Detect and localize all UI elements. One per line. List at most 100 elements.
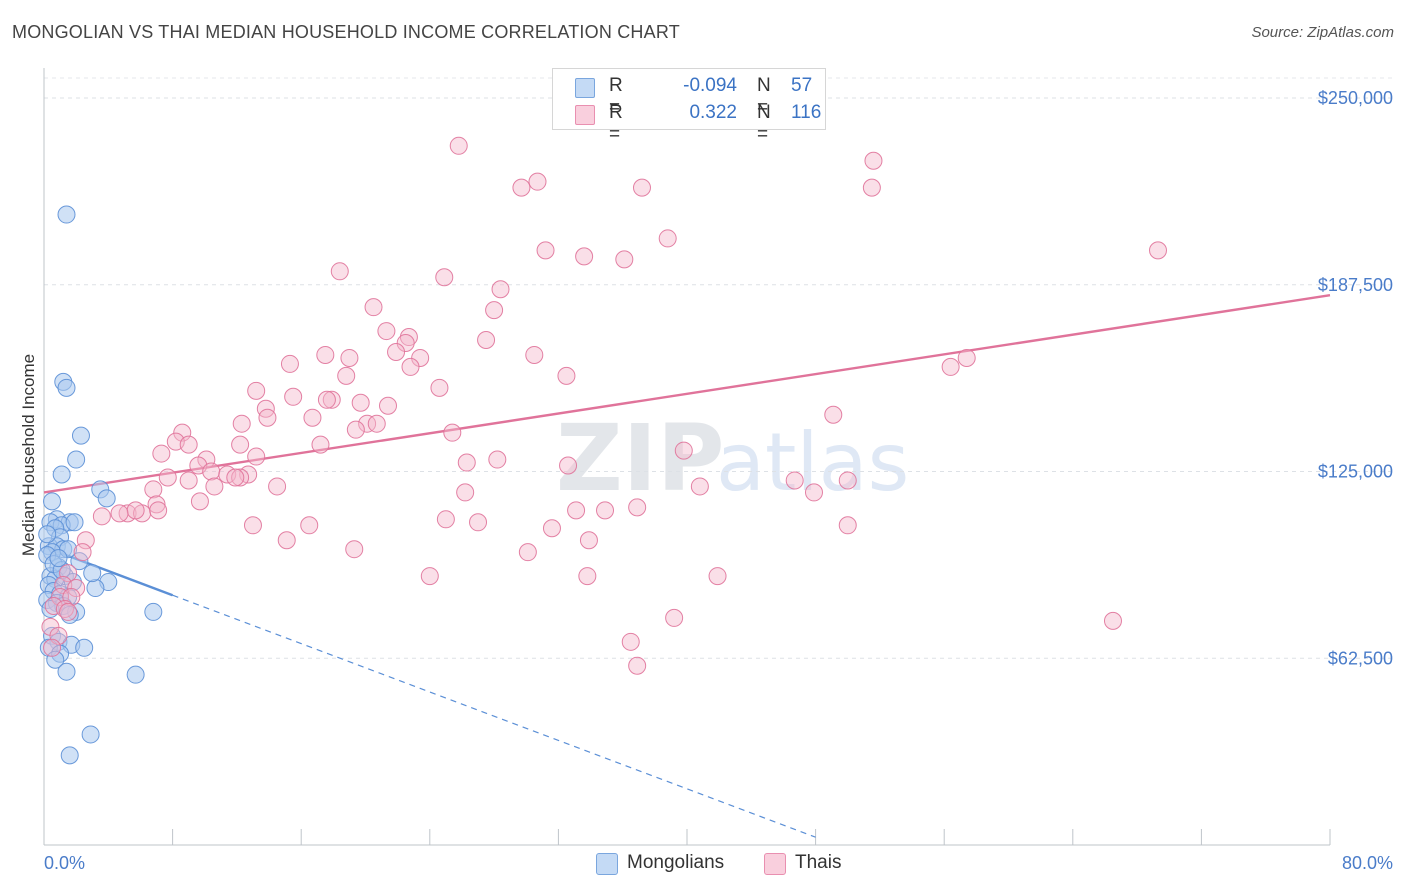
data-point — [804, 483, 823, 502]
data-point — [67, 450, 86, 469]
y-tick-label: $187,500 — [1318, 275, 1393, 295]
x-tick-label-min: 0.0% — [44, 853, 85, 873]
data-point — [435, 268, 454, 287]
data-point — [86, 579, 105, 598]
data-point — [337, 366, 356, 385]
data-point — [364, 298, 383, 317]
data-point — [824, 405, 843, 424]
data-point — [231, 435, 250, 454]
data-point — [379, 396, 398, 415]
data-point — [411, 348, 430, 367]
data-point — [144, 602, 163, 621]
watermark-atlas: atlas — [716, 416, 909, 509]
data-point — [330, 262, 349, 281]
y-axis-title: Median Household Income — [19, 354, 38, 556]
data-point — [57, 662, 76, 681]
data-point — [579, 531, 598, 550]
data-point — [665, 608, 684, 627]
legend-n-label: N = — [757, 75, 771, 118]
data-point — [144, 480, 163, 499]
data-point — [377, 322, 396, 341]
y-tick-label: $250,000 — [1318, 88, 1393, 108]
data-point — [43, 492, 62, 511]
axis-labels: $62,500 $125,000 $187,500 $250,000 0.0% 80.0%… — [19, 88, 1393, 873]
data-point — [311, 435, 330, 454]
data-point — [436, 510, 455, 529]
data-point — [1103, 611, 1122, 630]
data-point — [346, 420, 365, 439]
bottom-legend-label: Mongolians — [627, 852, 725, 873]
data-point — [345, 540, 364, 559]
series-thais — [41, 136, 1167, 675]
data-point — [457, 453, 476, 472]
data-point — [401, 357, 420, 376]
data-point — [81, 725, 100, 744]
data-point — [97, 489, 116, 508]
data-point — [485, 301, 504, 320]
data-point — [226, 468, 245, 487]
data-point — [46, 650, 65, 669]
data-point — [358, 414, 377, 433]
data-point — [488, 450, 507, 469]
data-point — [862, 178, 881, 197]
y-tick-label: $62,500 — [1328, 648, 1393, 668]
data-point — [247, 447, 266, 466]
data-point — [396, 334, 415, 353]
data-point — [158, 468, 177, 487]
data-point — [38, 525, 57, 544]
data-point — [317, 390, 336, 409]
data-point — [126, 665, 145, 684]
data-point — [247, 381, 266, 400]
axes — [43, 68, 1331, 846]
data-point — [621, 632, 640, 651]
data-point — [674, 441, 693, 460]
data-point — [268, 477, 287, 496]
data-point — [83, 564, 102, 583]
data-point — [596, 501, 615, 520]
data-point — [59, 564, 78, 583]
data-point — [67, 579, 86, 598]
data-point — [284, 387, 303, 406]
data-point — [179, 435, 198, 454]
data-point — [658, 229, 677, 248]
data-point — [316, 345, 335, 364]
watermark: ZIP atlas — [556, 405, 909, 512]
data-point — [126, 501, 145, 520]
data-point — [49, 626, 68, 645]
trend-line-extension — [172, 594, 816, 838]
data-point — [300, 516, 319, 535]
data-point — [559, 456, 578, 475]
data-point — [430, 378, 449, 397]
data-point — [578, 567, 597, 586]
data-point — [190, 492, 209, 511]
data-point — [387, 342, 406, 361]
data-point — [690, 477, 709, 496]
data-point — [575, 247, 594, 266]
data-point — [43, 638, 62, 657]
data-point — [941, 357, 960, 376]
data-point — [62, 587, 81, 606]
data-point — [864, 151, 883, 170]
data-point — [477, 331, 496, 350]
data-point — [420, 567, 439, 586]
legend-n-value: 57 — [791, 75, 813, 96]
data-point — [232, 414, 251, 433]
data-point — [202, 462, 221, 481]
data-point — [149, 501, 168, 520]
data-point — [838, 471, 857, 490]
data-point — [469, 513, 488, 532]
data-point — [525, 345, 544, 364]
legend-swatch-mongolians — [575, 78, 595, 98]
legend-r-value: 0.322 — [689, 102, 737, 123]
data-point — [60, 605, 79, 624]
data-point — [351, 393, 370, 412]
data-point — [41, 599, 60, 618]
stats-legend: R = -0.094 N = 57 R = 0.322 N = 116 — [552, 68, 826, 145]
data-point — [243, 516, 262, 535]
data-point — [628, 498, 647, 517]
data-point — [518, 543, 537, 562]
data-point — [542, 519, 561, 538]
data-point — [280, 354, 299, 373]
trend-line-thais — [43, 294, 1331, 494]
data-point — [367, 414, 386, 433]
